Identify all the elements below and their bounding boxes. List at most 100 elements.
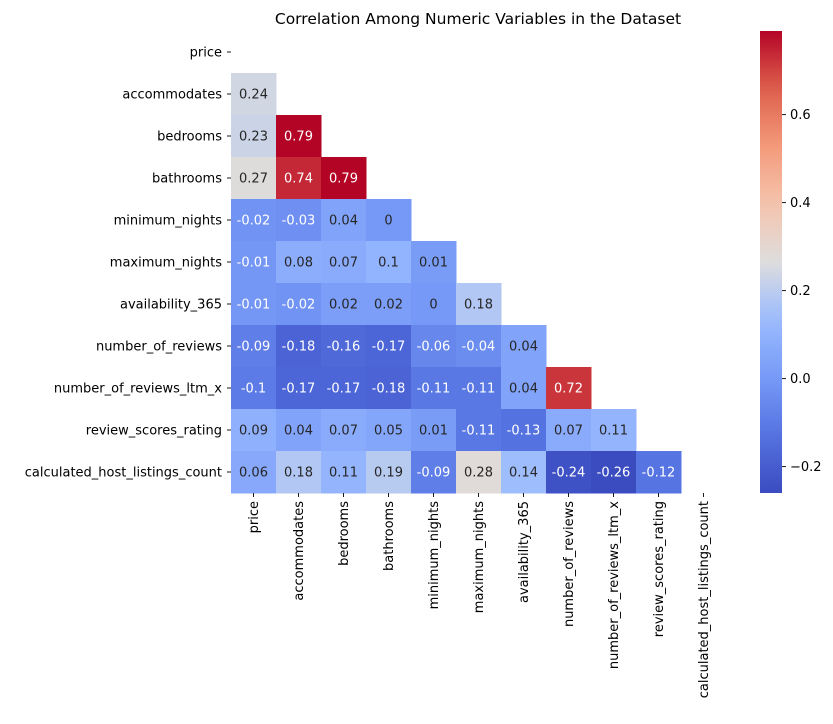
cell-value-label: 0.11 xyxy=(329,466,358,481)
heatmap-cell xyxy=(501,367,547,410)
heatmap-cell xyxy=(501,409,547,452)
heatmap-cell xyxy=(366,199,412,242)
cell-value-label: -0.12 xyxy=(642,466,676,481)
heatmap-cell xyxy=(231,241,277,284)
heatmap-cell xyxy=(321,409,367,452)
cell-value-label: 0.09 xyxy=(239,424,268,439)
cell-value-label: 0.07 xyxy=(329,424,358,439)
heatmap-cell xyxy=(456,409,502,452)
cell-value-label: -0.02 xyxy=(237,214,271,229)
cell-value-label: 0.04 xyxy=(329,214,358,229)
cell-value-label: -0.18 xyxy=(282,340,316,355)
heatmap-cell xyxy=(456,325,502,368)
cell-value-label: 0.72 xyxy=(554,382,583,397)
cell-value-label: 0.28 xyxy=(464,466,493,481)
cell-value-label: -0.04 xyxy=(462,340,496,355)
cell-value-label: 0.02 xyxy=(329,298,358,313)
chart-title: Correlation Among Numeric Variables in t… xyxy=(275,10,681,28)
cell-value-label: -0.26 xyxy=(597,466,631,481)
cell-value-label: 0.01 xyxy=(419,256,448,271)
y-axis-tick-labels: price accommodates bedrooms bathrooms minimu… xyxy=(25,46,231,481)
heatmap-cell xyxy=(546,409,592,452)
heatmap-cell xyxy=(546,451,592,494)
x-tick-label: accommodates xyxy=(292,501,307,601)
heatmap-cell xyxy=(366,283,412,326)
cell-value-label: -0.17 xyxy=(282,382,316,397)
colorbar-tick-label: 0.6 xyxy=(790,108,811,123)
cell-value-label: -0.11 xyxy=(462,382,496,397)
x-tick-label: calculated_host_listings_count xyxy=(697,501,712,698)
heatmap-cell xyxy=(276,325,322,368)
y-tick-label: accommodates xyxy=(122,88,222,103)
heatmap-cell xyxy=(321,325,367,368)
cell-value-label: 0.01 xyxy=(419,424,448,439)
y-tick-label: maximum_nights xyxy=(110,256,222,271)
cell-value-label: 0.23 xyxy=(239,130,268,145)
heatmap-cell xyxy=(231,283,277,326)
cell-value-label: 0.14 xyxy=(509,466,538,481)
heatmap-cell xyxy=(276,241,322,284)
heatmap-cell xyxy=(411,451,457,494)
heatmap-cell xyxy=(546,367,592,410)
cell-value-label: 0 xyxy=(384,214,392,229)
heatmap-cell xyxy=(231,367,277,410)
heatmap-cell xyxy=(411,367,457,410)
cell-value-label: 0.79 xyxy=(329,172,358,187)
x-tick-label: review_scores_rating xyxy=(652,501,667,637)
cell-value-label: -0.03 xyxy=(282,214,316,229)
cell-value-label: 0.04 xyxy=(509,340,538,355)
cell-value-label: -0.01 xyxy=(237,256,271,271)
heatmap-cell xyxy=(456,283,502,326)
colorbar: −0.2 0.0 0.2 0.4 0.6 xyxy=(760,31,822,493)
cell-value-label: 0.79 xyxy=(284,130,313,145)
heatmap-cell xyxy=(321,157,367,200)
heatmap-cell xyxy=(366,241,412,284)
y-tick-label: minimum_nights xyxy=(114,214,223,229)
x-tick-label: bedrooms xyxy=(337,501,352,566)
cell-value-label: 0.11 xyxy=(599,424,628,439)
heatmap-cell xyxy=(321,283,367,326)
cell-value-label: 0.18 xyxy=(284,466,313,481)
heatmap-cells: 0.24 0.23 0.79 0.27 0.74 0.79 -0.02 -0.03 0.04 0 -… xyxy=(231,73,682,494)
heatmap-cell xyxy=(501,451,547,494)
heatmap-cell xyxy=(411,283,457,326)
heatmap-cell xyxy=(231,409,277,452)
x-tick-label: number_of_reviews xyxy=(562,501,577,627)
y-tick-label: review_scores_rating xyxy=(86,424,222,439)
x-axis-tick-labels: price accommodates bedrooms bathrooms minimu… xyxy=(247,493,712,698)
heatmap-cell xyxy=(456,367,502,410)
y-tick-label: bathrooms xyxy=(152,172,222,187)
heatmap-cell xyxy=(321,241,367,284)
heatmap-cell xyxy=(231,199,277,242)
y-tick-label: number_of_reviews_ltm_x xyxy=(54,382,222,397)
cell-value-label: 0.04 xyxy=(284,424,313,439)
cell-value-label: -0.17 xyxy=(327,382,361,397)
heatmap-cell xyxy=(231,325,277,368)
y-tick-label: bedrooms xyxy=(157,130,222,145)
heatmap-cell xyxy=(411,241,457,284)
x-tick-label: maximum_nights xyxy=(472,501,487,613)
cell-value-label: -0.02 xyxy=(282,298,316,313)
heatmap-cell xyxy=(366,367,412,410)
cell-value-label: -0.16 xyxy=(327,340,361,355)
heatmap-cell xyxy=(276,367,322,410)
heatmap-cell xyxy=(411,325,457,368)
cell-value-label: -0.09 xyxy=(237,340,271,355)
colorbar-tick-label: 0.4 xyxy=(790,196,811,211)
heatmap-cell xyxy=(591,409,637,452)
colorbar-tick-label: −0.2 xyxy=(790,460,822,475)
cell-value-label: 0.07 xyxy=(329,256,358,271)
heatmap-cell xyxy=(276,115,322,158)
cell-value-label: 0.27 xyxy=(239,172,268,187)
cell-value-label: 0.18 xyxy=(464,298,493,313)
heatmap-cell xyxy=(456,451,502,494)
cell-value-label: -0.13 xyxy=(507,424,541,439)
cell-value-label: -0.01 xyxy=(237,298,271,313)
x-tick-label: minimum_nights xyxy=(427,501,442,610)
colorbar-tick-label: 0.0 xyxy=(790,372,811,387)
heatmap-cell xyxy=(411,409,457,452)
heatmap-cell xyxy=(366,325,412,368)
cell-value-label: -0.18 xyxy=(372,382,406,397)
cell-value-label: -0.1 xyxy=(241,382,266,397)
